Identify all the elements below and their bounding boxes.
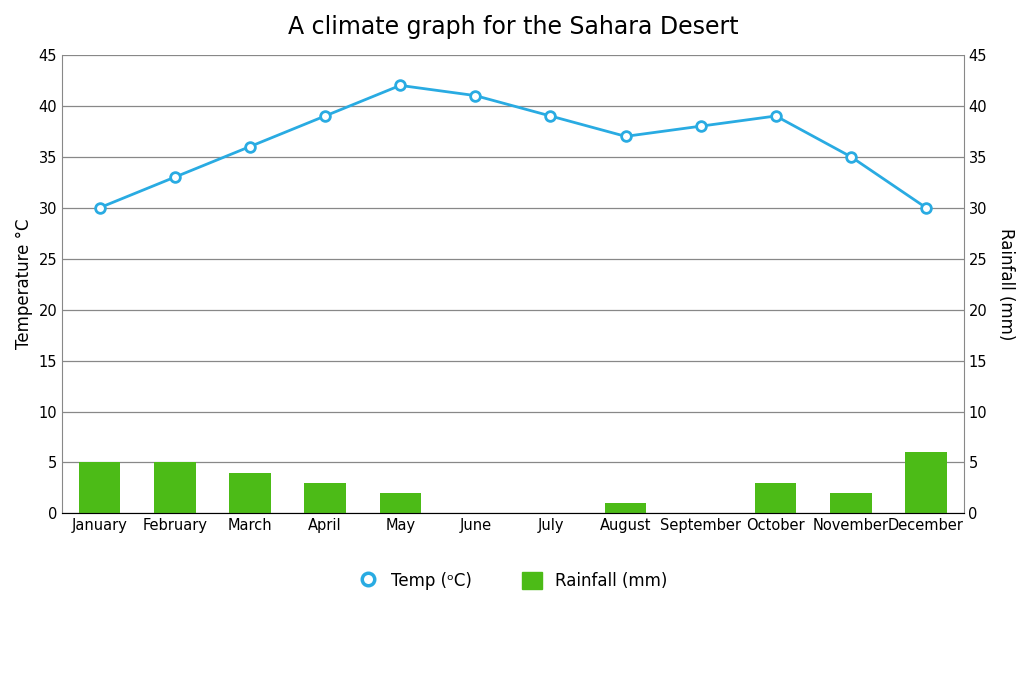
Bar <box>154 462 196 513</box>
Bar <box>305 483 346 513</box>
Bar <box>79 462 121 513</box>
Bar <box>905 452 947 513</box>
Bar <box>379 493 421 513</box>
Y-axis label: Rainfall (mm): Rainfall (mm) <box>997 228 1015 340</box>
Bar <box>830 493 871 513</box>
Y-axis label: Temperature °C: Temperature °C <box>15 219 33 350</box>
Title: A climate graph for the Sahara Desert: A climate graph for the Sahara Desert <box>287 15 739 39</box>
Bar <box>755 483 796 513</box>
Legend: Temp (ᵒC), Rainfall (mm): Temp (ᵒC), Rainfall (mm) <box>351 566 675 597</box>
Bar <box>605 503 646 513</box>
Bar <box>230 473 271 513</box>
